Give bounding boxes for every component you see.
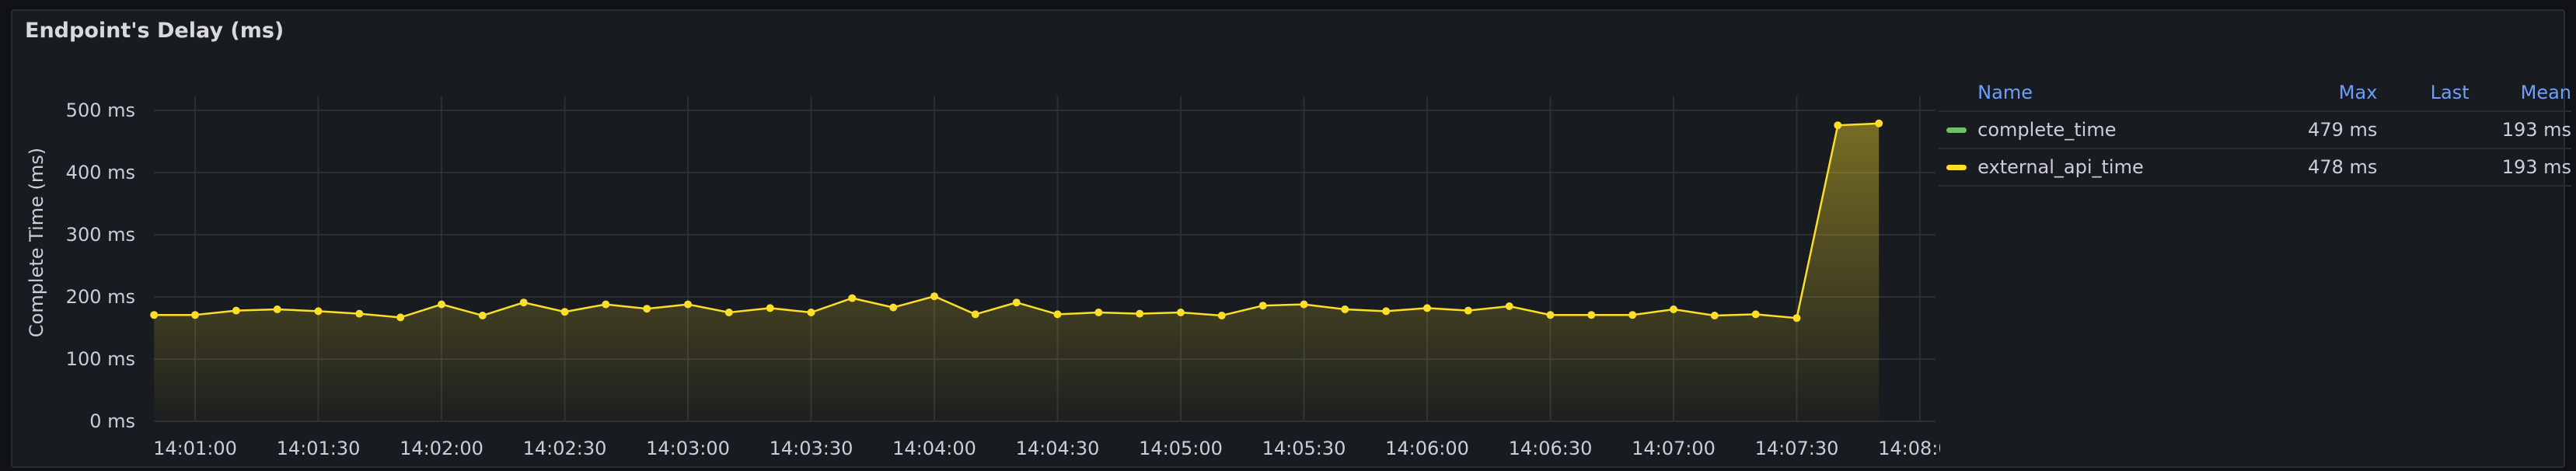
y-tick-label: 200 ms bbox=[66, 286, 135, 308]
legend-mean-value: 193 ms bbox=[2501, 156, 2572, 178]
data-point[interactable] bbox=[560, 308, 569, 316]
data-point[interactable] bbox=[1834, 121, 1842, 130]
x-tick-label: 14:03:30 bbox=[770, 438, 853, 459]
data-point[interactable] bbox=[602, 300, 610, 309]
data-point[interactable] bbox=[971, 310, 979, 319]
data-point[interactable] bbox=[273, 305, 281, 313]
data-point[interactable] bbox=[889, 303, 898, 312]
series-line bbox=[154, 122, 1880, 319]
x-tick-label: 14:07:30 bbox=[1755, 438, 1839, 459]
legend-row-complete-time[interactable]: complete_time 479 ms 193 ms bbox=[1939, 112, 2571, 149]
data-point[interactable] bbox=[1136, 309, 1144, 318]
data-point[interactable] bbox=[232, 306, 240, 315]
data-point[interactable] bbox=[396, 313, 405, 322]
data-point[interactable] bbox=[1751, 310, 1760, 319]
data-point[interactable] bbox=[1341, 305, 1349, 313]
legend-header-last[interactable]: Last bbox=[2430, 82, 2470, 103]
legend-row-external-api-time[interactable]: external_api_time 478 ms 193 ms bbox=[1939, 149, 2571, 187]
legend-header-name[interactable]: Name bbox=[1977, 82, 2033, 103]
data-point[interactable] bbox=[1587, 311, 1596, 319]
data-point[interactable] bbox=[724, 309, 733, 316]
x-tick-label: 14:04:30 bbox=[1016, 438, 1100, 459]
x-tick-label: 14:05:30 bbox=[1262, 438, 1346, 459]
data-point[interactable] bbox=[150, 311, 159, 319]
data-point[interactable] bbox=[355, 309, 364, 318]
legend-max-value: 479 ms bbox=[2308, 119, 2378, 141]
data-point[interactable] bbox=[1300, 300, 1308, 309]
x-tick-label: 14:02:00 bbox=[400, 438, 483, 459]
x-tick-label: 14:01:30 bbox=[277, 438, 361, 459]
x-tick-label: 14:02:30 bbox=[523, 438, 607, 459]
panel-title: Endpoint's Delay (ms) bbox=[25, 19, 284, 43]
data-point[interactable] bbox=[191, 311, 199, 319]
x-tick-label: 14:06:00 bbox=[1385, 438, 1469, 459]
data-point[interactable] bbox=[438, 300, 445, 309]
data-point[interactable] bbox=[1217, 312, 1226, 319]
data-point[interactable] bbox=[1628, 311, 1637, 319]
data-point[interactable] bbox=[478, 312, 487, 319]
x-axis-ticks: 14:01:00 14:01:30 14:02:00 14:02:30 14:03:00… bbox=[153, 438, 1940, 459]
y-axis-label: Complete Time (ms) bbox=[26, 148, 47, 337]
data-point[interactable] bbox=[766, 304, 774, 312]
data-point[interactable] bbox=[519, 298, 528, 307]
x-tick-label: 14:08:00 bbox=[1878, 438, 1940, 459]
y-tick-label: 100 ms bbox=[66, 348, 135, 370]
y-tick-label: 500 ms bbox=[66, 99, 135, 121]
data-point[interactable] bbox=[1505, 302, 1513, 310]
data-point[interactable] bbox=[1710, 312, 1719, 319]
data-point[interactable] bbox=[1258, 302, 1267, 310]
legend-swatch-green bbox=[1946, 127, 1967, 133]
y-axis-ticks: 0 ms 100 ms 200 ms 300 ms 400 ms 500 ms bbox=[66, 99, 135, 432]
x-tick-label: 14:01:00 bbox=[153, 438, 237, 459]
data-point[interactable] bbox=[1012, 298, 1021, 307]
data-point[interactable] bbox=[1464, 306, 1472, 315]
legend-table: Name Max Last Mean complete_time 479 ms … bbox=[1939, 75, 2571, 187]
x-tick-label: 14:06:30 bbox=[1509, 438, 1593, 459]
x-tick-label: 14:07:00 bbox=[1632, 438, 1716, 459]
data-point[interactable] bbox=[1177, 309, 1185, 316]
legend-header: Name Max Last Mean bbox=[1939, 75, 2571, 112]
legend-swatch-yellow bbox=[1946, 164, 1967, 170]
legend-mean-value: 193 ms bbox=[2501, 119, 2572, 141]
data-point[interactable] bbox=[930, 292, 938, 301]
legend-series-name[interactable]: complete_time bbox=[1977, 119, 2117, 141]
data-point[interactable] bbox=[314, 307, 323, 316]
data-point[interactable] bbox=[1670, 305, 1677, 313]
y-tick-label: 400 ms bbox=[66, 162, 135, 183]
y-tick-label: 0 ms bbox=[89, 410, 135, 432]
data-point[interactable] bbox=[1792, 314, 1801, 323]
data-point[interactable] bbox=[1875, 119, 1883, 127]
legend-header-mean[interactable]: Mean bbox=[2520, 82, 2572, 103]
data-point[interactable] bbox=[1423, 304, 1431, 312]
x-tick-label: 14:04:00 bbox=[892, 438, 976, 459]
data-point[interactable] bbox=[848, 294, 857, 302]
data-point[interactable] bbox=[1546, 311, 1555, 319]
data-point[interactable] bbox=[643, 305, 651, 313]
data-point[interactable] bbox=[684, 300, 692, 309]
chart-panel: Endpoint's Delay (ms) 0 ms 100 ms 200 ms 30… bbox=[11, 9, 2571, 468]
x-tick-label: 14:05:00 bbox=[1139, 438, 1223, 459]
data-point[interactable] bbox=[1382, 307, 1391, 316]
legend-series-name[interactable]: external_api_time bbox=[1977, 156, 2144, 178]
series-layer bbox=[150, 119, 1883, 422]
data-point[interactable] bbox=[1053, 310, 1062, 319]
series-area-fill bbox=[154, 123, 1880, 422]
data-point[interactable] bbox=[807, 309, 815, 316]
x-tick-label: 14:03:00 bbox=[646, 438, 730, 459]
y-tick-label: 300 ms bbox=[66, 224, 135, 246]
chart-area: 0 ms 100 ms 200 ms 300 ms 400 ms 500 ms 14:01… bbox=[26, 96, 1940, 459]
data-point[interactable] bbox=[1094, 309, 1103, 316]
legend-header-max[interactable]: Max bbox=[2338, 82, 2378, 103]
legend-max-value: 478 ms bbox=[2308, 156, 2378, 178]
